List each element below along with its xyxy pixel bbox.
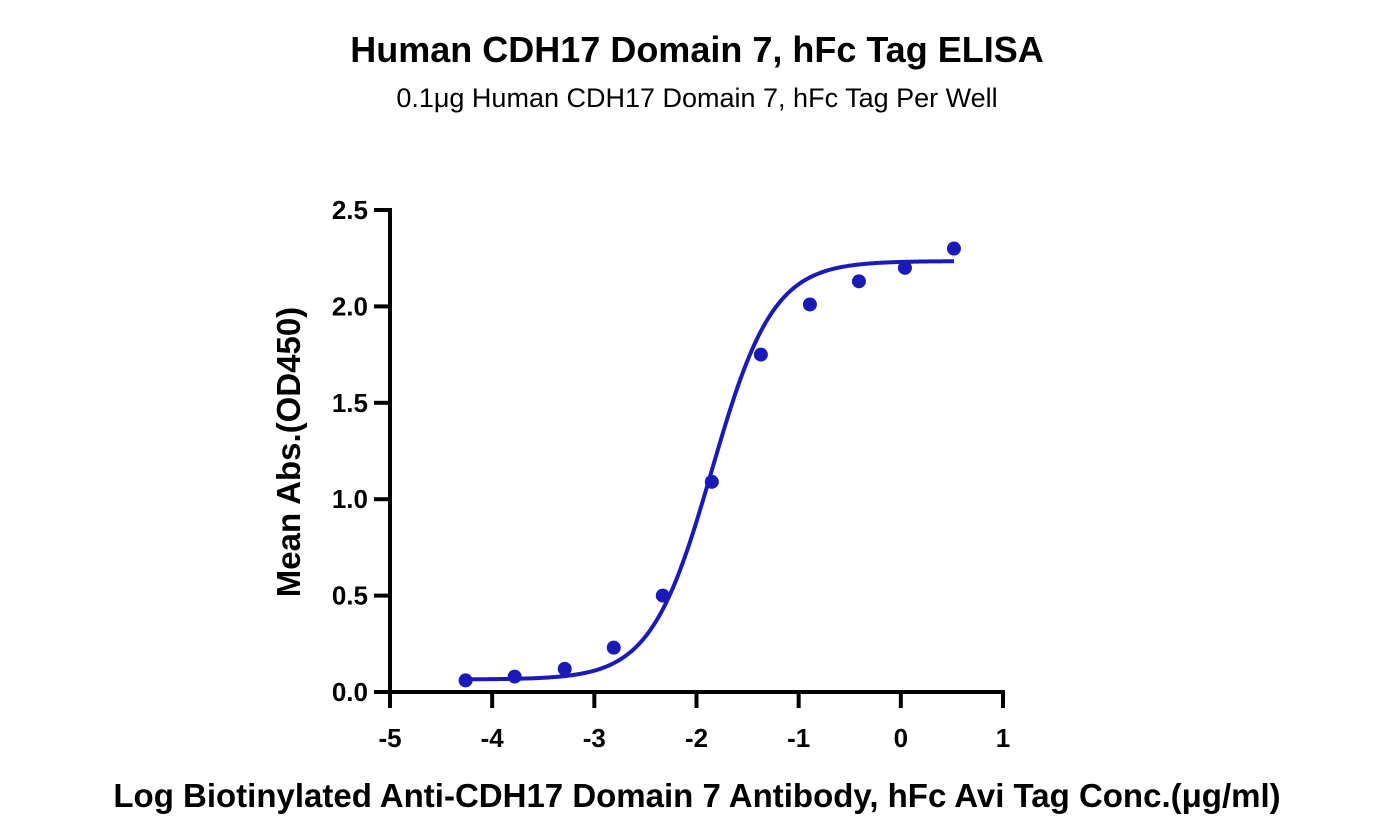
data-point [458,673,473,688]
y-tick-label: 2.5 [332,195,368,225]
fit-curve [465,259,954,682]
y-tick-label: 2.0 [332,291,368,321]
data-point [851,274,866,289]
x-axis: -5 -4 -3 -2 -1 0 1 [378,690,1010,753]
data-point [946,241,961,256]
data-point [507,669,522,684]
x-tick-label: 0 [894,723,908,753]
x-tick-label: -4 [481,723,505,753]
data-point [704,474,719,489]
x-tick-label: -2 [685,723,708,753]
x-tick-label: -3 [583,723,606,753]
y-tick-label: 1.5 [332,388,368,418]
chart-title: Human CDH17 Domain 7, hFc Tag ELISA [350,29,1043,70]
y-axis: 0.0 0.5 1.0 1.5 2.0 2.5 [332,195,392,707]
data-point [802,297,817,312]
x-tick-label: 1 [996,723,1010,753]
chart-subtitle: 0.1μg Human CDH17 Domain 7, hFc Tag Per … [396,83,997,113]
x-tick-label: -1 [787,723,810,753]
data-point [753,347,768,362]
y-tick-label: 0.5 [332,581,368,611]
y-tick-label: 1.0 [332,484,368,514]
data-point [606,640,621,655]
data-points [458,241,961,688]
y-axis-label: Mean Abs.(OD450) [270,307,307,597]
data-point [655,588,670,603]
y-tick-label: 0.0 [332,677,368,707]
x-axis-label: Log Biotinylated Anti-CDH17 Domain 7 Ant… [113,777,1280,814]
data-point [897,260,912,275]
data-point [557,661,572,676]
x-tick-label: -5 [378,723,401,753]
